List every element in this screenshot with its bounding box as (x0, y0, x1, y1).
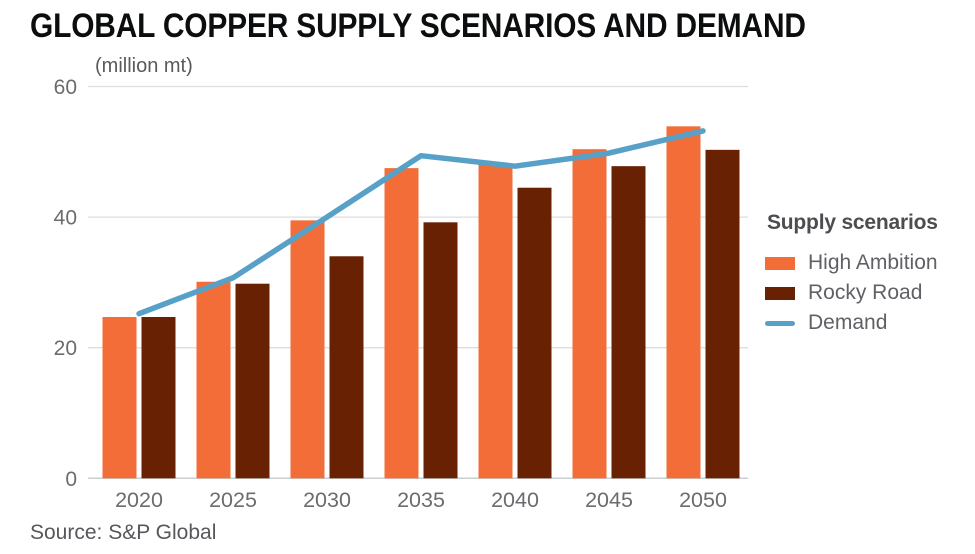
y-axis-units-label: (million mt) (95, 55, 193, 77)
bar-high-ambition-2045 (572, 149, 607, 479)
x-axis-tick-label: 2030 (303, 488, 351, 512)
x-axis-tick-label: 2040 (491, 488, 539, 512)
x-axis-tick-label: 2025 (209, 488, 257, 512)
chart-title: GLOBAL COPPER SUPPLY SCENARIOS AND DEMAN… (30, 7, 806, 45)
x-axis-tick-label: 2020 (115, 488, 163, 512)
source-note: Source: S&P Global (30, 521, 217, 544)
bar-high-ambition-2030 (290, 220, 325, 479)
high-ambition-swatch (765, 256, 795, 270)
bar-high-ambition-2025 (196, 281, 231, 479)
legend: Supply scenarios High Ambition Rocky Roa… (765, 211, 938, 338)
bar-rocky-road-2050 (705, 149, 740, 479)
y-axis-tick-label: 0 (65, 468, 77, 491)
legend-label: High Ambition (808, 251, 938, 274)
y-axis-tick-label: 40 (54, 207, 77, 230)
bar-rocky-road-2045 (611, 166, 646, 479)
legend-item-rocky-road: Rocky Road (765, 278, 938, 308)
bar-high-ambition-2020 (102, 317, 137, 479)
legend-item-demand: Demand (765, 308, 938, 338)
x-axis-tick-label: 2050 (679, 488, 727, 512)
bar-rocky-road-2040 (517, 187, 552, 479)
rocky-road-swatch (765, 286, 795, 300)
legend-label: Demand (808, 311, 888, 334)
bar-rocky-road-2020 (141, 317, 176, 479)
bar-high-ambition-2040 (478, 163, 513, 479)
y-axis-tick-label: 60 (54, 76, 77, 99)
bar-rocky-road-2025 (235, 283, 270, 479)
legend-label: Rocky Road (808, 281, 923, 304)
demand-line (136, 128, 706, 317)
x-axis-tick-label: 2045 (585, 488, 633, 512)
bar-rocky-road-2035 (423, 222, 458, 479)
bar-high-ambition-2035 (384, 168, 419, 479)
x-axis-tick-label: 2035 (397, 488, 445, 512)
bar-rocky-road-2030 (329, 256, 364, 479)
demand-line-swatch (765, 320, 795, 326)
bar-high-ambition-2050 (666, 126, 701, 479)
y-axis-tick-label: 20 (54, 337, 77, 360)
legend-item-high-ambition: High Ambition (765, 248, 938, 278)
legend-title: Supply scenarios (767, 211, 938, 234)
